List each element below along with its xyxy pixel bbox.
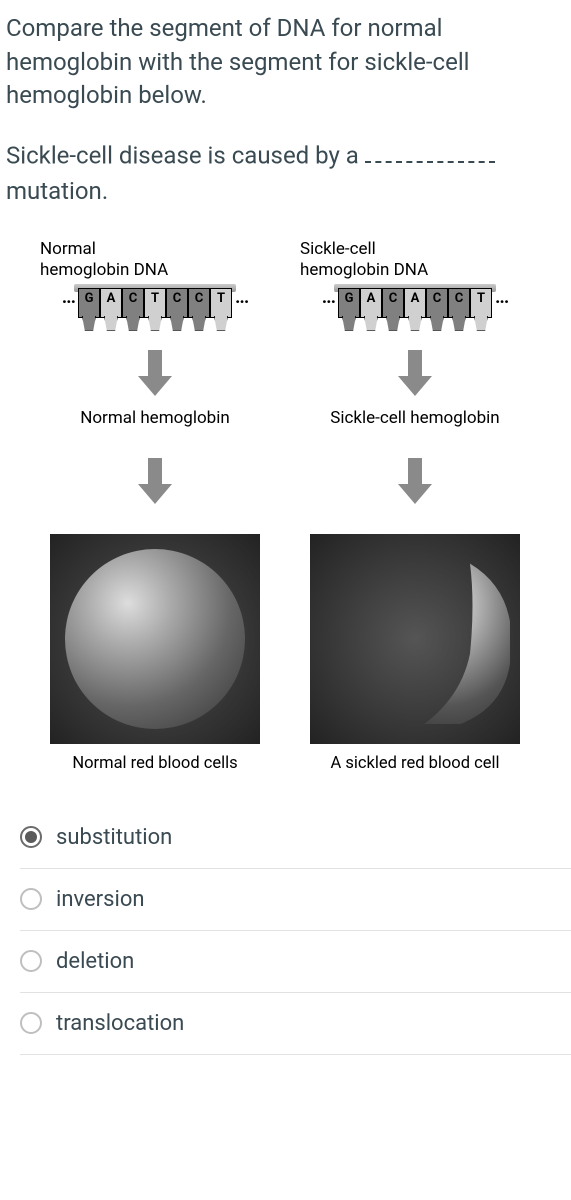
answer-option[interactable]: deletion (20, 931, 571, 993)
dna-base: G (78, 288, 100, 318)
dna-base: C (448, 288, 470, 318)
ellipsis-right: ··· (495, 292, 508, 313)
dna-base: T (210, 288, 232, 318)
ellipsis-left: ··· (62, 292, 75, 313)
dna-base: T (470, 288, 492, 318)
dna-base: C (188, 288, 210, 318)
cell-image-normal (50, 534, 260, 744)
dna-base: C (382, 288, 404, 318)
dna-strip-sickle: ··· GACACCT ··· (300, 288, 530, 318)
ellipsis-left: ··· (322, 292, 335, 313)
answer-option[interactable]: translocation (20, 993, 571, 1055)
fill-blank (365, 137, 495, 163)
dna-strip-normal: ··· GACTCCT ··· (40, 288, 270, 318)
dna-label-line2: hemoglobin DNA (300, 260, 428, 280)
option-label: substitution (56, 825, 172, 850)
ellipsis-right: ··· (235, 292, 248, 313)
dna-base: C (426, 288, 448, 318)
radio-button[interactable] (20, 1012, 42, 1034)
radio-button[interactable] (20, 826, 42, 848)
dna-label-normal: Normal hemoglobin DNA (40, 239, 168, 282)
dna-base: A (360, 288, 382, 318)
mid-label-sickle: Sickle-cell hemoglobin (330, 408, 499, 428)
mid-label-normal: Normal hemoglobin (80, 408, 230, 428)
intro-paragraph: Compare the segment of DNA for normal he… (0, 12, 571, 137)
question-prompt: Sickle-cell disease is caused by a mutat… (0, 137, 571, 229)
dna-base: C (122, 288, 144, 318)
figure-container: Normal hemoglobin DNA ··· GACTCCT ··· No… (0, 229, 571, 797)
dna-base: C (166, 288, 188, 318)
arrow-icon (398, 458, 432, 504)
answer-option[interactable]: substitution (20, 807, 571, 869)
option-label: inversion (56, 887, 145, 912)
arrow-icon (138, 350, 172, 396)
bases-normal: GACTCCT (78, 288, 232, 318)
bases-sickle: GACACCT (338, 288, 492, 318)
dna-label-sickle: Sickle-cell hemoglobin DNA (300, 239, 428, 282)
caption-normal: Normal red blood cells (72, 754, 237, 773)
radio-button[interactable] (20, 888, 42, 910)
prompt-suffix: mutation. (6, 177, 108, 205)
cell-image-sickle (310, 534, 520, 744)
radio-button[interactable] (20, 950, 42, 972)
dna-label-line2: hemoglobin DNA (40, 260, 168, 280)
answer-option[interactable]: inversion (20, 869, 571, 931)
option-label: translocation (56, 1011, 184, 1036)
answer-options: substitution inversion deletion translocati… (0, 797, 571, 1055)
arrow-icon (398, 350, 432, 396)
prompt-prefix: Sickle-cell disease is caused by a (6, 141, 359, 169)
dna-base: A (404, 288, 426, 318)
option-label: deletion (56, 949, 134, 974)
dna-base: T (144, 288, 166, 318)
figure-column-normal: Normal hemoglobin DNA ··· GACTCCT ··· No… (40, 239, 270, 773)
arrow-icon (138, 458, 172, 504)
dna-label-line1: Sickle-cell (300, 239, 376, 259)
dna-label-line1: Normal (40, 239, 96, 259)
caption-sickle: A sickled red blood cell (330, 754, 499, 773)
figure-column-sickle: Sickle-cell hemoglobin DNA ··· GACACCT ·… (300, 239, 530, 773)
dna-base: A (100, 288, 122, 318)
dna-base: G (338, 288, 360, 318)
